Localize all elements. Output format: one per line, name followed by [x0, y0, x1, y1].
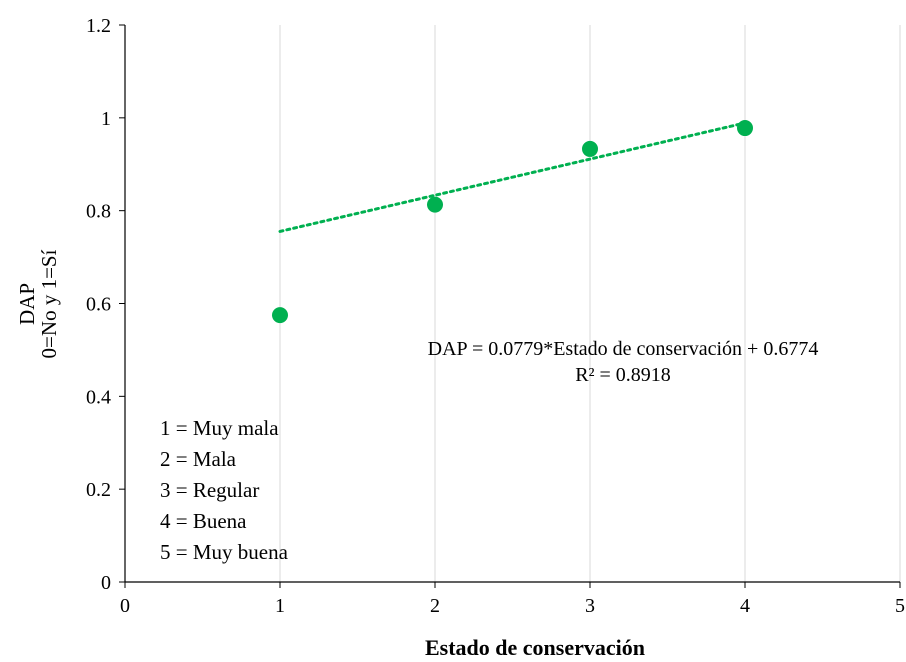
- data-point: [427, 196, 443, 213]
- x-tick-label: 1: [275, 595, 285, 617]
- x-tick-label: 2: [430, 595, 440, 617]
- trendline-equation: DAP = 0.0779*Estado de conservación + 0.…: [428, 338, 819, 360]
- y-tick-label: 1.2: [86, 15, 111, 37]
- legend-line: 4 = Buena: [160, 509, 247, 533]
- legend-line: 3 = Regular: [160, 478, 259, 502]
- y-tick-label: 0: [101, 572, 111, 594]
- grid: [279, 25, 901, 582]
- x-axis-title: Estado de conservación: [425, 635, 645, 660]
- legend-line: 2 = Mala: [160, 447, 237, 471]
- data-points: [272, 120, 753, 324]
- x-tick-label: 3: [585, 595, 595, 617]
- trendline: [278, 121, 747, 233]
- y-axis-title-line2: 0=No y 1=Sí: [37, 249, 61, 358]
- data-point: [272, 307, 288, 324]
- category-legend: 1 = Muy mala 2 = Mala 3 = Regular 4 = Bu…: [160, 416, 289, 564]
- legend-line: 5 = Muy buena: [160, 540, 289, 564]
- tick-labels: 0 0.2 0.4 0.6 0.8 1 1.2 0 1 2 3 4 5: [86, 15, 905, 617]
- y-tick-label: 0.4: [86, 386, 111, 408]
- y-tick-label: 0.8: [86, 201, 111, 223]
- x-tick-label: 4: [740, 595, 750, 617]
- data-point: [737, 120, 753, 137]
- x-tick-label: 5: [895, 595, 905, 617]
- data-point: [582, 140, 598, 157]
- y-tick-label: 0.2: [86, 479, 111, 501]
- r-squared-label: R² = 0.8918: [575, 364, 671, 386]
- y-tick-label: 0.6: [86, 294, 111, 316]
- x-tick-label: 0: [120, 595, 130, 617]
- y-axis-title-line1: DAP: [15, 283, 39, 325]
- y-tick-label: 1: [101, 108, 111, 130]
- legend-line: 1 = Muy mala: [160, 416, 279, 440]
- axes: [119, 24, 901, 588]
- trendline-path: [278, 121, 747, 233]
